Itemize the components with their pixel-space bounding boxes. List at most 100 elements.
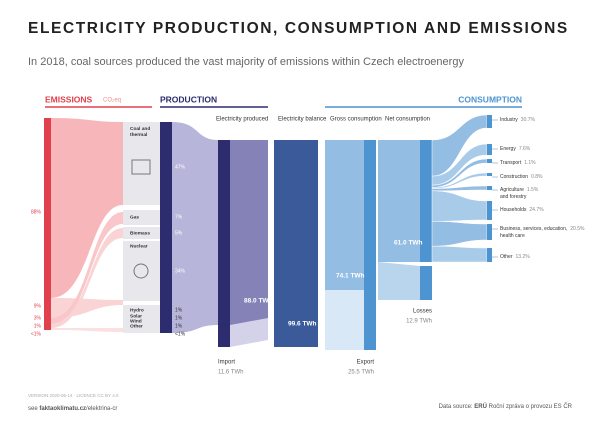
box <box>123 210 160 225</box>
consumption-share: 24.7% <box>529 207 544 213</box>
stage-value: 11.6 TWh <box>218 370 243 376</box>
consumption-bar <box>487 224 492 240</box>
link-path: /elektrina-cr <box>86 406 117 412</box>
consumption-share: 7.6% <box>519 146 531 152</box>
production-share: <1% <box>175 331 186 337</box>
consumption-label-part: Construction <box>500 174 528 180</box>
source-prefix: Data source: <box>439 404 473 410</box>
stage-value: 74.1 TWh <box>336 273 365 280</box>
consumption-flow <box>431 221 488 247</box>
emission-share: <1% <box>31 331 42 337</box>
consumption-label: Energy 7.6% <box>500 146 531 152</box>
production-bar <box>160 122 172 333</box>
consumption-flow <box>431 190 488 222</box>
labels: Electricity produced 88.0 TWh Import 11.… <box>216 117 432 376</box>
consumption-bar <box>487 144 492 155</box>
section-production: PRODUCTION <box>160 94 217 104</box>
consumption-bar <box>487 159 492 163</box>
consumption-label: and forestry <box>500 194 527 200</box>
produced-flow <box>230 140 268 325</box>
consumption-label: Construction 0.8% <box>500 174 543 180</box>
produced-bar <box>218 140 230 325</box>
icon <box>133 263 149 279</box>
consumption-share: 0.8% <box>531 174 543 180</box>
emission-share: 88% <box>31 209 42 215</box>
box <box>123 241 160 301</box>
losses-bar <box>420 266 432 300</box>
stage-value: 88.0 TWh <box>244 298 273 305</box>
stage-label: Electricity balance <box>278 117 327 123</box>
emission-share: 1% <box>34 323 42 329</box>
import-bar <box>218 325 230 347</box>
production-label-part: thermal <box>130 132 147 138</box>
box <box>123 122 160 205</box>
emission-share: 9% <box>34 303 42 309</box>
consumption-label-part: Other <box>500 254 513 260</box>
icon <box>131 159 151 175</box>
stage-label: Export <box>357 360 375 366</box>
box <box>123 227 160 239</box>
consumption-label: health care <box>500 233 525 239</box>
production-label: Nuclear <box>130 243 148 249</box>
title: ELECTRICITY PRODUCTION, CONSUMPTION AND … <box>28 20 569 37</box>
production-share: 1% <box>175 315 183 321</box>
see-link: see faktaoklimatu.cz/elektrina-cr <box>28 406 117 412</box>
consumption-label-part: Agriculture <box>500 187 524 193</box>
stage-value: 25.5 TWh <box>348 370 374 376</box>
consumption-label-part: Industry <box>500 117 518 123</box>
emission-share: 3% <box>34 315 42 321</box>
footer: VERSION 2020-06-14 · LICENCE CC BY 4.0 s… <box>28 393 573 411</box>
gross-flow <box>325 140 364 290</box>
production-share: 34% <box>175 268 186 274</box>
gross-bar <box>364 140 376 350</box>
consumption-bar <box>487 201 492 220</box>
flow <box>172 122 218 333</box>
version: VERSION 2020-06-14 · LICENCE CC BY 4.0 <box>28 393 119 398</box>
stage-label: Import <box>218 360 235 366</box>
consumption-label-part: health care <box>500 233 525 239</box>
section-emissions: EMISSIONS <box>45 94 93 104</box>
consumption-share: 1.5% <box>527 187 539 193</box>
see: see <box>28 406 38 412</box>
consumption-flow <box>431 245 488 263</box>
link[interactable]: faktaoklimatu.cz <box>39 406 86 412</box>
flow <box>51 212 123 324</box>
flow <box>51 328 123 332</box>
consumption-label-part: Business, services, education, <box>500 226 567 232</box>
stage-label: Net consumption <box>385 117 430 123</box>
consumption-label: Households 24.7% <box>500 207 544 213</box>
consumption-label-part: and forestry <box>500 194 527 200</box>
consumption-label: Agriculture 1.5% <box>500 187 539 193</box>
consumption-bar <box>487 115 492 128</box>
flow <box>51 118 123 298</box>
consumption-bar <box>487 173 492 176</box>
net-flow <box>378 140 420 262</box>
stage-value: 99.6 TWh <box>288 321 317 328</box>
consumption-flow <box>431 114 488 177</box>
consumption-label: Other 13.2% <box>500 254 530 260</box>
subtitle: In 2018, coal sources produced the vast … <box>28 56 464 68</box>
consumption-share: 1.1% <box>524 160 536 166</box>
production-share: 1% <box>175 323 183 329</box>
emissions-bar <box>44 118 51 330</box>
production-share: 1% <box>175 307 183 313</box>
consumption-label: Transport 1.1% <box>500 160 536 166</box>
export-flow <box>325 290 364 350</box>
source-org: ERÚ <box>474 403 487 410</box>
production-share: 47% <box>175 164 186 170</box>
production-share: 7% <box>175 214 183 220</box>
consumption-share: 20.5% <box>570 226 585 232</box>
consumption-share: 13.2% <box>516 254 531 260</box>
stage-label: Gross consumption <box>330 117 382 123</box>
section-consumption: CONSUMPTION <box>458 94 522 104</box>
production-label: Biomass <box>130 230 150 236</box>
production-label: Coal and thermal <box>130 126 150 138</box>
production-label: Solar <box>130 313 142 319</box>
balance-bar <box>274 140 318 347</box>
stage-label: Electricity produced <box>216 117 268 123</box>
section-unit: CO₂eq <box>103 98 121 104</box>
consumption-label-part: Energy <box>500 146 516 152</box>
production-label: Other <box>130 323 143 329</box>
source-doc: Roční zpráva o provozu ES ČR <box>489 403 573 410</box>
